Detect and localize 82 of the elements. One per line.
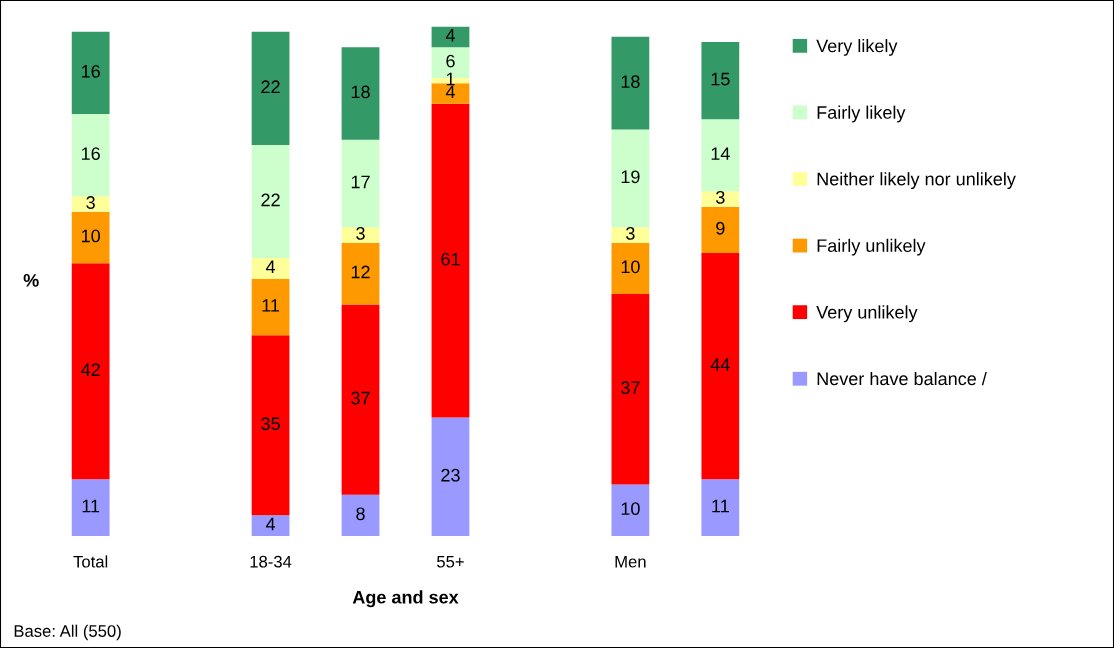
legend-label: Neither likely nor unlikely	[817, 172, 1016, 190]
bar	[341, 304, 380, 495]
data-label: 3	[626, 226, 635, 240]
bar	[71, 196, 110, 212]
bar	[431, 417, 470, 536]
bar	[71, 211, 110, 264]
data-label: 3	[356, 226, 365, 240]
bar	[611, 484, 650, 536]
bar	[71, 31, 110, 115]
bar	[611, 242, 650, 295]
data-label: 10	[621, 260, 640, 274]
legend-label: Very unlikely	[816, 305, 918, 323]
data-label: 3	[716, 190, 725, 204]
data-label: 4	[445, 29, 455, 42]
bar	[251, 278, 290, 336]
bar	[611, 36, 650, 130]
data-label: 12	[351, 265, 370, 279]
bar	[611, 227, 650, 243]
bar	[701, 191, 740, 207]
data-label: 23	[441, 468, 460, 482]
data-label: 15	[711, 72, 730, 86]
bar	[701, 206, 740, 253]
data-label: 22	[261, 80, 280, 93]
bar	[251, 258, 290, 279]
data-label: 11	[262, 299, 280, 312]
data-label: 16	[81, 64, 100, 78]
data-label: 18	[621, 75, 640, 89]
data-label: 61	[441, 252, 460, 266]
bar	[701, 479, 740, 536]
data-label: 6	[446, 54, 455, 68]
data-label: 10	[621, 502, 640, 516]
text: Base: All (550)	[14, 624, 121, 641]
bar	[341, 227, 380, 243]
data-label: 16	[81, 147, 100, 161]
bar	[341, 242, 380, 305]
bar	[251, 335, 290, 516]
data-label: 4	[445, 85, 455, 99]
bar	[701, 42, 740, 120]
bar	[71, 479, 110, 536]
x-tick-label: 55+	[437, 555, 464, 568]
data-label: 22	[261, 193, 280, 207]
data-label: 4	[265, 517, 276, 531]
x-tick-label: 18-34	[250, 555, 292, 568]
data-label: 10	[81, 229, 100, 243]
bar	[71, 114, 110, 197]
data-label: 8	[356, 507, 365, 521]
data-label: 17	[351, 175, 370, 189]
data-label: 19	[621, 170, 640, 184]
x-tick-label: Men	[615, 555, 646, 568]
data-label: 11	[82, 499, 100, 513]
data-label: 37	[621, 381, 640, 395]
bar	[611, 294, 650, 485]
legend-label: Never have balance /	[817, 371, 987, 386]
bar	[251, 144, 290, 259]
bar	[611, 129, 650, 228]
y-axis-title: %	[23, 273, 39, 287]
data-label: 4	[265, 260, 276, 274]
x-axis-title: Age and sex	[352, 590, 459, 608]
legend-label: Fairly unlikely	[817, 238, 926, 256]
bar	[431, 103, 470, 418]
data-label: 1	[446, 72, 455, 86]
x-tick-label: Total	[73, 555, 108, 568]
bar	[341, 47, 380, 140]
bar	[71, 263, 110, 480]
data-label: 3	[86, 196, 95, 209]
data-label: 9	[716, 221, 725, 235]
data-label: 44	[710, 358, 730, 371]
bar	[341, 139, 380, 228]
data-label: 11	[712, 499, 729, 513]
bar	[341, 494, 380, 536]
data-label: 35	[261, 417, 280, 431]
bar	[431, 26, 470, 48]
bar	[251, 31, 290, 145]
bar	[701, 119, 740, 192]
bar	[251, 515, 290, 536]
legend-label: Fairly likely	[817, 105, 906, 123]
data-label: 14	[711, 147, 730, 160]
data-label: 37	[351, 391, 370, 405]
data-label: 42	[81, 363, 100, 376]
data-label: 18	[351, 85, 370, 99]
legend-label: Very likely	[816, 39, 898, 56]
bar	[701, 252, 740, 480]
